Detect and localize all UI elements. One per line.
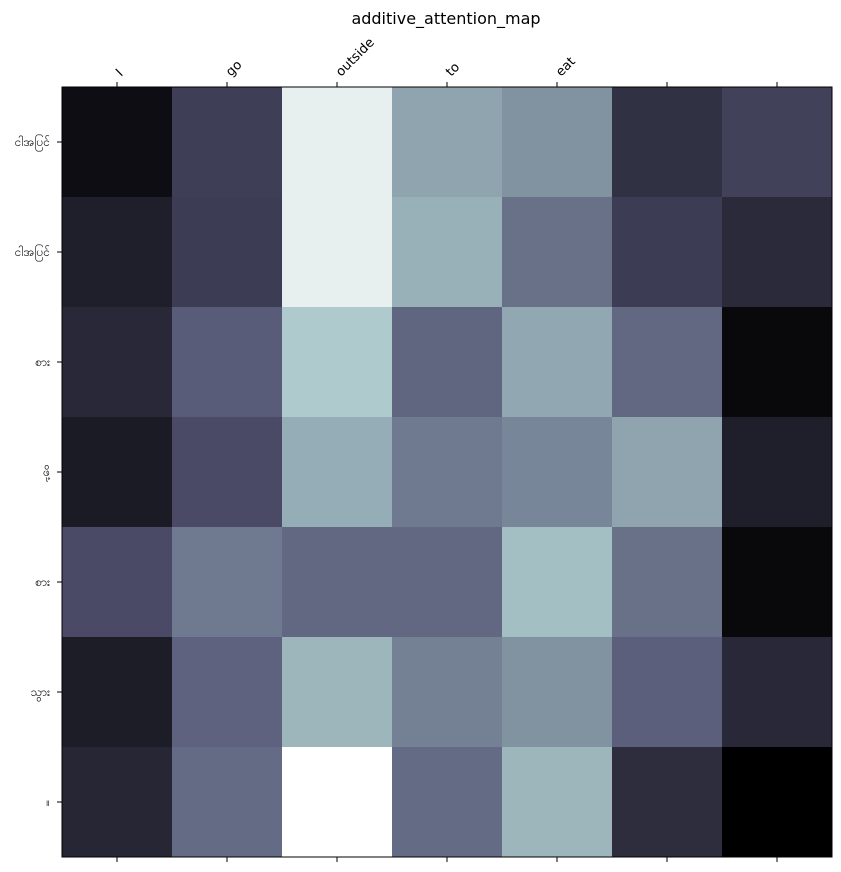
heatmap-cell — [612, 747, 723, 858]
heatmap-cell — [392, 197, 503, 308]
heatmap-cell — [612, 307, 723, 418]
heatmap-cell — [392, 747, 503, 858]
heatmap-cell — [612, 417, 723, 528]
heatmap-cell — [172, 197, 283, 308]
heatmap-cell — [502, 637, 613, 748]
heatmap-cell — [62, 197, 173, 308]
x-tick-label: outside — [333, 35, 378, 80]
heatmap-cell — [722, 747, 833, 858]
heatmap-cell — [502, 87, 613, 198]
chart-title: additive_attention_map — [351, 9, 540, 29]
x-tick-label: I — [113, 67, 126, 80]
heatmap-cell — [62, 747, 173, 858]
heatmap-cell — [172, 747, 283, 858]
heatmap-cell — [392, 417, 503, 528]
heatmap-cell — [392, 307, 503, 418]
heatmap-cell — [172, 417, 283, 528]
heatmap-cell — [502, 527, 613, 638]
heatmap-cell — [722, 87, 833, 198]
heatmap-cell — [282, 747, 393, 858]
heatmap-cell — [392, 637, 503, 748]
heatmap-cell — [62, 87, 173, 198]
x-tick-label: to — [443, 60, 463, 80]
heatmap-cell — [722, 527, 833, 638]
heatmap-cell — [282, 307, 393, 418]
heatmap-cell — [172, 527, 283, 638]
y-tick-label: ။ — [46, 795, 50, 809]
heatmap-cell — [282, 527, 393, 638]
heatmap-cell — [62, 527, 173, 638]
heatmap-cell — [392, 87, 503, 198]
heatmap-cell — [172, 87, 283, 198]
heatmap-cells — [62, 87, 833, 858]
heatmap-cell — [722, 307, 833, 418]
heatmap-cell — [502, 307, 613, 418]
heatmap-cell — [62, 637, 173, 748]
x-tick-label: go — [223, 58, 245, 80]
heatmap-cell — [172, 637, 283, 748]
heatmap-cell — [502, 197, 613, 308]
heatmap-cell — [282, 87, 393, 198]
heatmap-cell — [612, 197, 723, 308]
heatmap-cell — [62, 417, 173, 528]
heatmap-cell — [722, 417, 833, 528]
heatmap-cell — [612, 527, 723, 638]
heatmap-cell — [502, 747, 613, 858]
heatmap-cell — [722, 197, 833, 308]
y-tick-label: စား — [35, 355, 50, 369]
heatmap-cell — [392, 527, 503, 638]
y-tick-label: သွား — [30, 685, 50, 702]
y-axis-ticks: ငါအပြင်ငါအပြင်စားဖို့စားသွား။ — [15, 133, 62, 809]
heatmap-cell — [612, 637, 723, 748]
y-tick-label: ငါအပြင် — [15, 243, 50, 262]
heatmap-cell — [282, 637, 393, 748]
y-tick-label: ဖို့ — [43, 464, 50, 482]
heatmap-cell — [612, 87, 723, 198]
heatmap-cell — [282, 417, 393, 528]
heatmap-cell — [282, 197, 393, 308]
y-tick-label: စား — [35, 575, 50, 589]
heatmap-cell — [722, 637, 833, 748]
heatmap-cell — [502, 417, 613, 528]
heatmap-cell — [172, 307, 283, 418]
heatmap-cell — [62, 307, 173, 418]
x-tick-label: eat — [553, 54, 579, 80]
y-tick-label: ငါအပြင် — [15, 133, 50, 152]
